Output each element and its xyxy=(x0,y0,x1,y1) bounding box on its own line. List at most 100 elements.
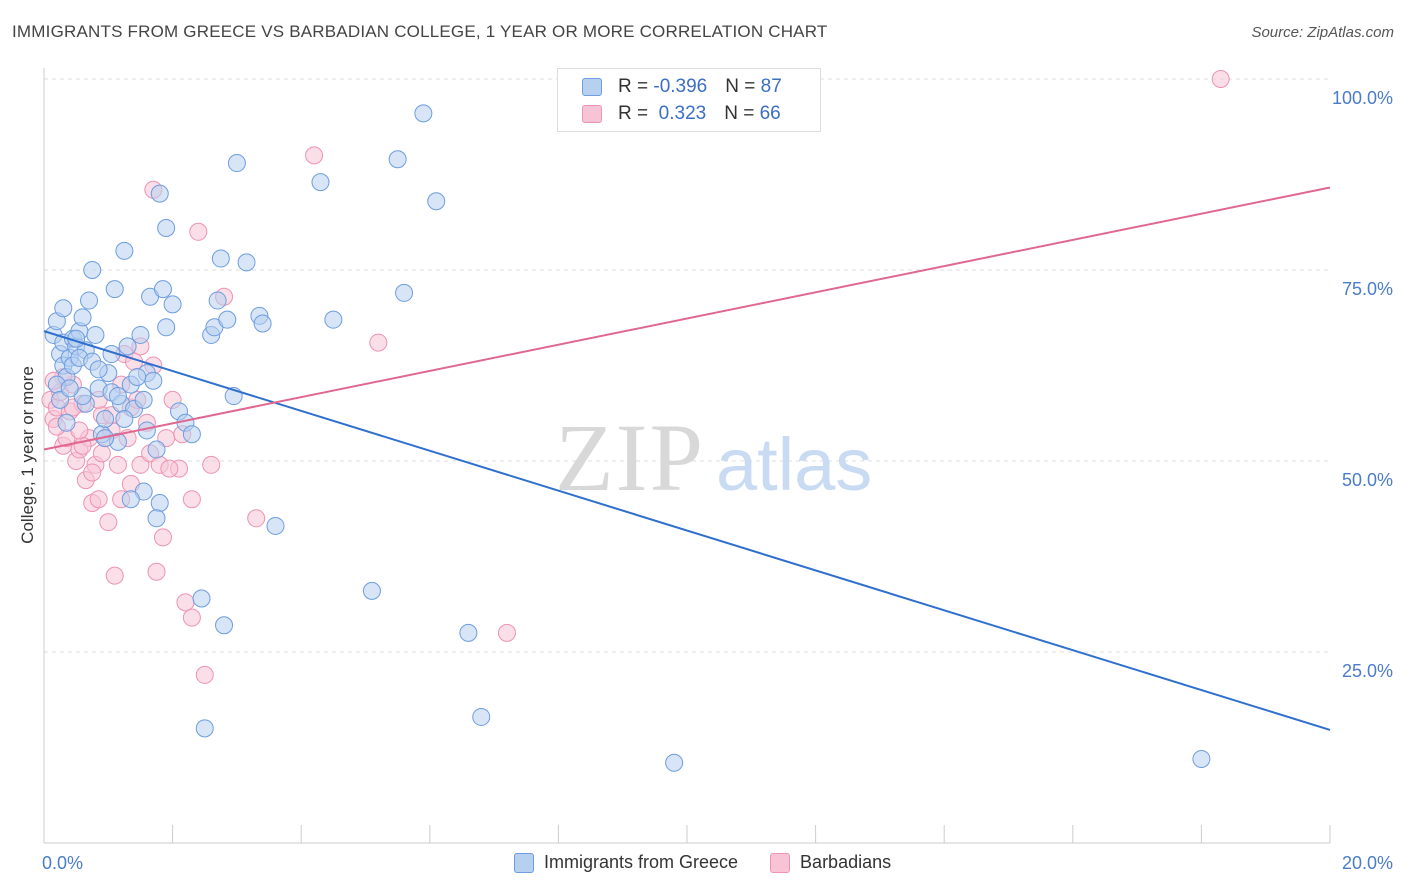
watermark-atlas: atlas xyxy=(716,423,872,506)
greece-point xyxy=(150,494,169,513)
greece-point xyxy=(157,318,176,337)
barbadians-point xyxy=(195,665,214,684)
barbadians-point xyxy=(497,623,516,642)
barbadians-point xyxy=(369,333,388,352)
legend-r-value: 0.323 xyxy=(653,103,707,124)
greece-point xyxy=(215,616,234,635)
y-tick-label: 75.0% xyxy=(1342,279,1393,299)
greece-point xyxy=(60,379,79,398)
barbadians-point xyxy=(105,566,124,585)
greece-point xyxy=(163,295,182,314)
barbadians-points xyxy=(41,70,1230,684)
greece-point xyxy=(218,310,237,329)
axes xyxy=(43,68,1331,844)
legend-row-greece: R = -0.396 N = 87 xyxy=(582,74,782,100)
greece-point xyxy=(54,299,73,318)
greece-point xyxy=(157,218,176,237)
greece-point xyxy=(362,581,381,600)
legend-n-value: 87 xyxy=(760,76,782,97)
y-tick-label: 25.0% xyxy=(1342,661,1393,681)
y-tick-label: 50.0% xyxy=(1342,470,1393,490)
greece-point xyxy=(253,314,272,333)
greece-point xyxy=(182,425,201,444)
greece-point xyxy=(96,409,115,428)
barbadians-point xyxy=(305,146,324,165)
barbadians-point xyxy=(131,455,150,474)
greece-point xyxy=(211,249,230,268)
greece-point xyxy=(86,325,105,344)
series-swatch-barbadians xyxy=(770,852,791,873)
series-label-greece: Immigrants from Greece xyxy=(544,852,739,872)
greece-point xyxy=(80,291,99,310)
trend-lines xyxy=(43,186,1331,731)
greece-point xyxy=(51,390,70,409)
y-tick-label: 100.0% xyxy=(1332,88,1393,108)
greece-point xyxy=(83,261,102,279)
greece-point xyxy=(89,360,108,379)
barbadians-point xyxy=(1211,70,1230,88)
x-tick-label: 0.0% xyxy=(42,853,83,873)
barbadians-point xyxy=(189,222,208,241)
greece-trend-line xyxy=(43,330,1331,731)
greece-point xyxy=(1192,749,1211,768)
greece-point xyxy=(73,308,92,327)
y-axis-label: College, 1 year or more xyxy=(18,366,37,544)
greece-point xyxy=(427,192,446,211)
greece-point xyxy=(105,280,124,299)
greece-point xyxy=(311,173,330,192)
x-tick-label: 20.0% xyxy=(1342,853,1393,873)
barbadians-point xyxy=(202,455,221,474)
greece-point xyxy=(388,150,407,169)
legend-r-value: -0.396 xyxy=(653,76,708,97)
greece-point xyxy=(208,291,227,310)
greece-point xyxy=(150,184,169,203)
greece-point xyxy=(144,371,163,390)
greece-point xyxy=(227,154,246,173)
barbadians-point xyxy=(247,509,266,528)
greece-point xyxy=(134,390,153,409)
greece-point xyxy=(128,367,147,386)
legend-r-label: R = xyxy=(618,76,654,97)
series-legend-greece: Immigrants from Greece xyxy=(514,852,738,873)
series-legend-barbadians: Barbadians xyxy=(770,852,891,873)
greece-point xyxy=(147,440,166,459)
barbadians-point xyxy=(89,490,108,509)
greece-point xyxy=(395,283,414,302)
barbadians-point xyxy=(92,444,111,463)
chart-source: Source: ZipAtlas.com xyxy=(1251,24,1394,41)
barbadians-point xyxy=(182,608,201,627)
greece-point xyxy=(131,325,150,344)
greece-point xyxy=(195,719,214,738)
greece-point xyxy=(414,104,433,123)
watermark: ZIP atlas xyxy=(555,404,872,511)
greece-point xyxy=(115,409,134,428)
barbadians-point xyxy=(176,593,195,612)
chart-title: IMMIGRANTS FROM GREECE VS BARBADIAN COLL… xyxy=(12,22,828,41)
barbadians-point xyxy=(182,490,201,509)
greece-point xyxy=(147,509,166,528)
barbadians-trend-line xyxy=(43,186,1331,451)
barbadians-point xyxy=(108,455,127,474)
barbadians-point xyxy=(160,459,179,478)
greece-point xyxy=(237,253,256,272)
series-legend: Immigrants from Greece Barbadians xyxy=(514,852,923,873)
legend-row-barbadians: R = 0.323 N = 66 xyxy=(582,101,781,127)
legend-n-label: N = xyxy=(724,103,760,124)
legend-swatch-barbadians xyxy=(582,105,602,123)
greece-point xyxy=(118,337,137,356)
watermark-zip: ZIP xyxy=(555,404,705,511)
barbadians-point xyxy=(99,513,118,532)
greece-point xyxy=(324,310,343,329)
greece-point xyxy=(108,387,127,406)
greece-point xyxy=(472,707,491,726)
legend-swatch-greece xyxy=(582,78,602,96)
correlation-legend: R = -0.396 N = 87 R = 0.323 N = 66 xyxy=(557,68,821,132)
greece-point xyxy=(121,490,140,509)
barbadians-point xyxy=(147,562,166,581)
barbadians-point xyxy=(153,528,172,547)
series-swatch-greece xyxy=(514,852,534,873)
greece-point xyxy=(57,413,76,432)
barbadians-point xyxy=(83,463,102,482)
legend-r-label: R = xyxy=(618,103,654,124)
